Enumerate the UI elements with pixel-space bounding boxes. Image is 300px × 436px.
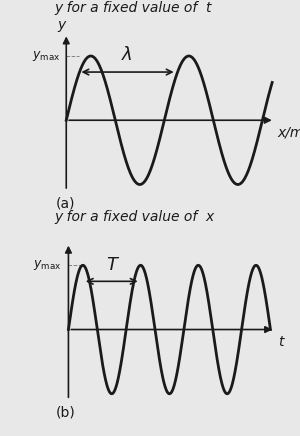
Text: T: T bbox=[106, 255, 117, 274]
Text: y for a fixed value of  t: y for a fixed value of t bbox=[54, 1, 211, 15]
Text: x/m: x/m bbox=[277, 126, 300, 140]
Text: y for a fixed value of  x: y for a fixed value of x bbox=[54, 210, 214, 224]
Text: (a): (a) bbox=[56, 196, 75, 210]
Text: $y_{\mathrm{max}}$: $y_{\mathrm{max}}$ bbox=[33, 258, 62, 272]
Text: λ: λ bbox=[122, 46, 133, 65]
Text: (b): (b) bbox=[56, 405, 76, 419]
Text: y: y bbox=[57, 17, 65, 31]
Text: $y_{\mathrm{max}}$: $y_{\mathrm{max}}$ bbox=[32, 49, 60, 63]
Text: t: t bbox=[278, 335, 284, 349]
